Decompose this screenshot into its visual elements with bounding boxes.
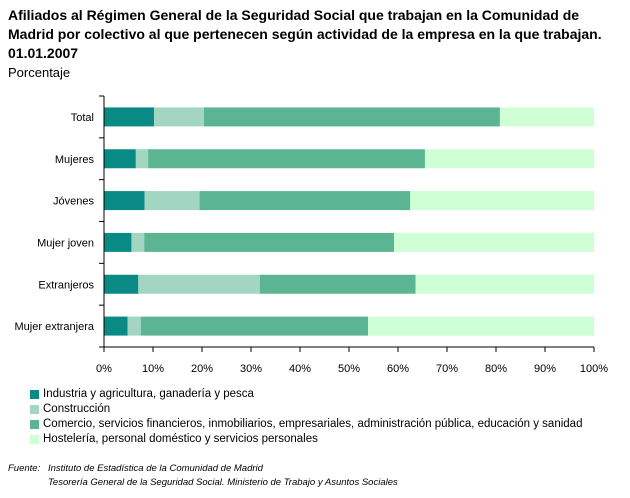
bar-segment	[259, 274, 416, 294]
category-labels: Total Mujeres Jóvenes Mujer joven Extranjero…	[15, 112, 95, 333]
legend-swatch	[30, 405, 39, 414]
bar-segment	[104, 191, 145, 211]
bar-segment	[140, 316, 369, 336]
legend-label: Comercio, servicios financieros, inmobil…	[43, 418, 583, 430]
legend-swatch	[30, 435, 39, 444]
source-line-2: Tesorería General de la Seguridad Social…	[48, 477, 398, 488]
x-tick-label: 40%	[289, 363, 311, 375]
bar-segment	[104, 149, 136, 169]
bar-segment	[153, 107, 204, 127]
bar-segment	[135, 149, 149, 169]
bar-segment	[424, 149, 594, 169]
bar-segment	[104, 316, 128, 336]
bar-segment	[410, 191, 594, 211]
legend-swatch	[30, 390, 39, 399]
legend-label: Hostelería, personal doméstico y servici…	[43, 433, 318, 445]
category-label: Extranjeros	[38, 279, 94, 291]
legend-item: Construcción	[30, 402, 582, 417]
chart-title: Afiliados al Régimen General de la Segur…	[8, 7, 602, 61]
bar-segment	[138, 274, 260, 294]
legend-item: Comercio, servicios financieros, inmobil…	[30, 417, 582, 432]
legend-item: Industria y agricultura, ganadería y pes…	[30, 387, 582, 402]
bar-segment	[394, 232, 594, 252]
category-label: Total	[71, 112, 94, 124]
x-tick-label: 50%	[338, 363, 360, 375]
category-label: Jóvenes	[53, 196, 94, 208]
category-label: Mujer joven	[37, 237, 94, 249]
bar-segment	[415, 274, 594, 294]
legend-label: Construcción	[43, 403, 111, 415]
source-line-1: Instituto de Estadística de la Comunidad…	[48, 463, 263, 474]
bars-layer	[104, 107, 594, 336]
bar-segment	[148, 149, 425, 169]
x-tick-label: 60%	[387, 363, 409, 375]
bar-segment	[104, 232, 132, 252]
x-tick-label: 90%	[534, 363, 556, 375]
x-tick-label: 20%	[191, 363, 213, 375]
x-tick-label: 0%	[96, 363, 112, 375]
stacked-bar-chart: Total Mujeres Jóvenes Mujer joven Extranjero…	[15, 95, 608, 375]
bar-segment	[144, 232, 395, 252]
x-tick-label: 10%	[142, 363, 164, 375]
bar-segment	[368, 316, 594, 336]
x-tick-label: 80%	[485, 363, 507, 375]
x-tick-label: 70%	[436, 363, 458, 375]
category-label: Mujeres	[55, 154, 95, 166]
bar-segment	[199, 191, 411, 211]
axes-layer	[99, 95, 595, 352]
legend-swatch	[30, 420, 39, 429]
bar-segment	[104, 274, 139, 294]
bar-segment	[127, 316, 141, 336]
legend-label: Industria y agricultura, ganadería y pes…	[43, 388, 254, 400]
legend: Industria y agricultura, ganadería y pes…	[30, 387, 582, 447]
category-label: Mujer extranjera	[15, 321, 95, 333]
bar-segment	[499, 107, 594, 127]
x-tick-label: 100%	[580, 363, 608, 375]
bar-segment	[203, 107, 500, 127]
source-note: Fuente: Instituto de Estadística de la Co…	[8, 462, 398, 490]
chart-subtitle: Porcentaje	[8, 65, 71, 80]
bar-segment	[104, 107, 154, 127]
legend-item: Hostelería, personal doméstico y servici…	[30, 432, 582, 447]
source-label: Fuente:	[8, 463, 41, 474]
x-tick-labels: 0% 10% 20% 30% 40% 50% 60% 70% 80% 90% 100%	[96, 363, 608, 375]
bar-segment	[144, 191, 200, 211]
bar-segment	[131, 232, 145, 252]
x-tick-label: 30%	[240, 363, 262, 375]
